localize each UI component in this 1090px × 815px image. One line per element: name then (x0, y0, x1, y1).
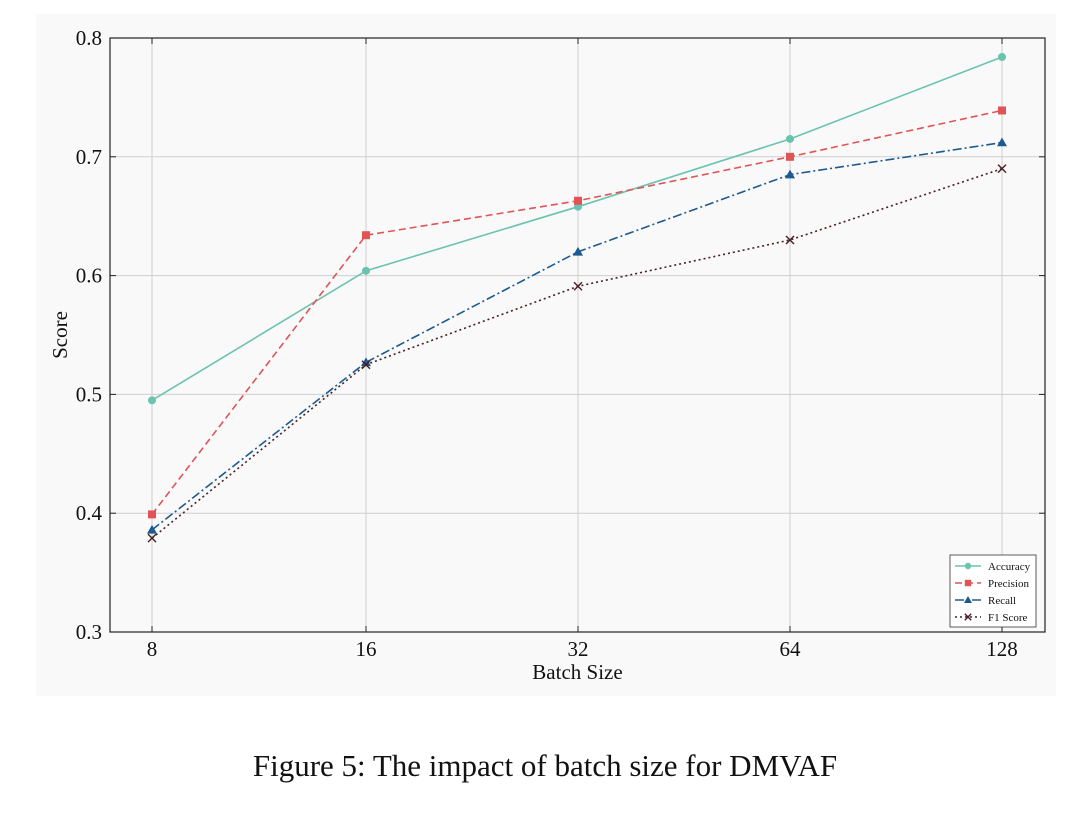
series-line (151, 109, 1003, 515)
y-tick-label: 0.7 (76, 145, 102, 169)
data-point-triangle (997, 137, 1007, 147)
y-tick-label: 0.4 (76, 501, 103, 525)
data-point-x (785, 235, 795, 245)
legend-item: Accuracy (955, 561, 1031, 573)
x-tick-label: 32 (568, 637, 589, 661)
data-point-square (786, 152, 794, 161)
series-recall (147, 137, 1007, 534)
y-tick-label: 0.5 (76, 382, 102, 406)
data-point-triangle (361, 357, 371, 367)
x-marker-stroke (997, 164, 1007, 174)
data-point-x (964, 613, 972, 621)
legend: Accuracy Precision Recall F1 Score (949, 554, 1037, 628)
data-point-x (997, 164, 1007, 174)
x-marker-stroke (964, 613, 972, 621)
legend-item: Recall (955, 595, 1016, 607)
x-tick-label: 16 (356, 637, 377, 661)
data-point-square (148, 510, 156, 519)
legend-label: Precision (988, 578, 1029, 590)
x-marker-stroke (785, 235, 795, 245)
data-point-x (361, 360, 371, 370)
figure-caption: Figure 5: The impact of batch size for D… (252, 748, 838, 783)
data-point-triangle (785, 169, 795, 179)
data-point-square (964, 579, 972, 587)
legend-label: F1 Score (988, 612, 1028, 624)
series-line (151, 167, 1003, 539)
data-point-x (147, 533, 157, 543)
series-line (151, 56, 1003, 402)
axis-ticks: 0.3 0.4 0.5 0.6 0.7 0.8 8 16 32 64 128 (76, 26, 1045, 661)
data-point-square (362, 231, 370, 240)
data-point-circle (362, 266, 370, 275)
x-tick-label: 128 (986, 637, 1018, 661)
legend-box (949, 554, 1037, 628)
legend-label: Accuracy (988, 561, 1031, 573)
legend-label: Recall (988, 595, 1016, 607)
data-point-triangle (147, 524, 157, 534)
x-tick-label: 8 (147, 637, 158, 661)
x-marker-stroke (361, 360, 371, 370)
x-tick-label: 64 (780, 637, 802, 661)
legend-item: F1 Score (955, 612, 1028, 624)
grid-lines (110, 37, 1045, 633)
series-layer (147, 53, 1007, 543)
series-f1-score (147, 164, 1007, 543)
data-point-circle (998, 53, 1006, 62)
line-chart: 0.30.40.50.60.70.88 16 32 64 128 Batch Size … (48, 26, 1046, 684)
x-marker-stroke (573, 281, 583, 291)
y-tick-label: 0.6 (76, 264, 102, 288)
x-marker-stroke (147, 533, 157, 543)
data-point-square (574, 196, 582, 205)
data-point-triangle (573, 246, 583, 256)
y-axis-label: Score (48, 311, 72, 359)
y-tick-label: 0.8 (76, 26, 102, 50)
data-point-circle (148, 396, 156, 405)
data-point-x (573, 281, 583, 291)
series-precision (148, 106, 1006, 519)
data-point-circle (964, 562, 972, 570)
data-point-triangle (964, 596, 972, 603)
series-accuracy (148, 53, 1006, 405)
legend-item: Precision (955, 578, 1029, 590)
x-axis-label: Batch Size (532, 660, 622, 684)
data-point-square (998, 106, 1006, 115)
data-point-circle (786, 134, 794, 143)
figure-panel (36, 14, 1056, 696)
y-tick-label: 0.3 (76, 620, 102, 644)
